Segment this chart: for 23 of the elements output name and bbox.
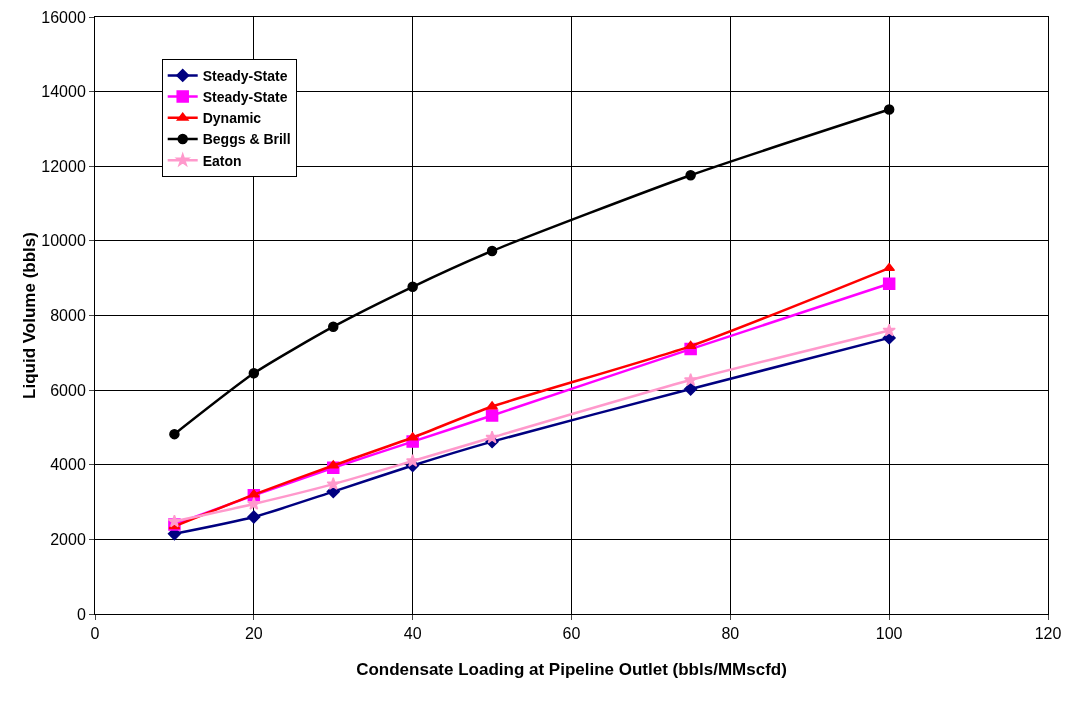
x-tick-label: 0 bbox=[90, 625, 100, 643]
y-tick-label: 16000 bbox=[41, 8, 86, 26]
legend-label: Steady-State bbox=[202, 67, 288, 84]
x-tick-label: 40 bbox=[403, 625, 422, 643]
y-tick-label: 8000 bbox=[50, 307, 86, 325]
legend-label: Eaton bbox=[202, 152, 242, 169]
y-axis-title: Liquid Volume (bbls) bbox=[20, 232, 40, 399]
y-tick-label: 2000 bbox=[50, 530, 86, 548]
x-tick-label: 120 bbox=[1034, 625, 1062, 643]
x-tick-label: 80 bbox=[721, 625, 740, 643]
legend-label: Dynamic bbox=[202, 110, 262, 127]
x-tick-label: 100 bbox=[875, 625, 903, 643]
y-tick-label: 10000 bbox=[41, 232, 86, 250]
y-tick-label: 14000 bbox=[41, 83, 86, 101]
legend-label: Beggs & Brill bbox=[202, 131, 291, 148]
y-tick-label: 0 bbox=[76, 605, 86, 623]
x-tick-label: 20 bbox=[244, 625, 263, 643]
legend-label: Steady-State bbox=[202, 89, 288, 106]
x-tick-label: 60 bbox=[562, 625, 581, 643]
x-axis-title: Condensate Loading at Pipeline Outlet (bbls/MMscfd) bbox=[356, 660, 787, 679]
y-tick-label: 4000 bbox=[50, 456, 86, 474]
y-tick-label: 12000 bbox=[41, 157, 86, 175]
y-tick-label: 6000 bbox=[50, 381, 86, 399]
